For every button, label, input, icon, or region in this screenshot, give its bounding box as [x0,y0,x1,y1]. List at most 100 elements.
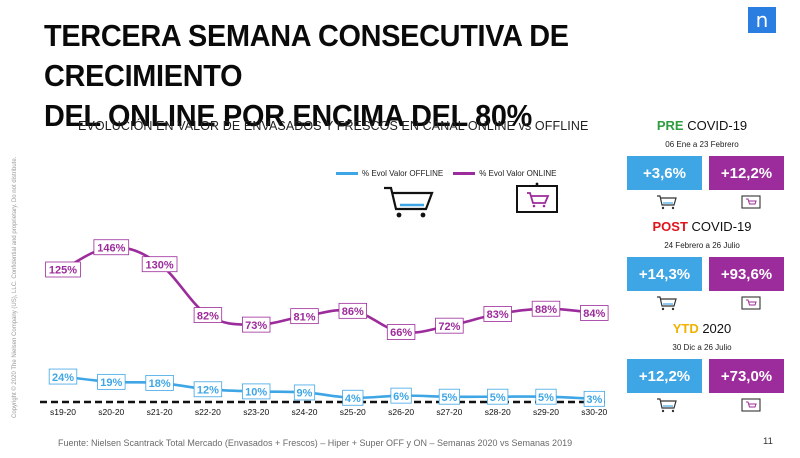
svg-text:9%: 9% [297,388,313,400]
svg-text:86%: 86% [342,306,364,318]
data-label-offline: 19% [97,373,126,390]
data-label-online: 86% [338,302,368,319]
data-label-offline: 12% [193,381,223,398]
source-note: Fuente: Nielsen Scantrack Total Mercado … [58,438,573,448]
panel-date-range: 06 Ene a 23 Febrero [665,140,739,149]
svg-text:81%: 81% [293,311,315,323]
legend-swatch-online [453,171,476,175]
data-label-offline: 5% [535,388,557,405]
data-label-online: 146% [93,239,130,256]
computer-cart-icon [516,182,558,213]
data-label-offline: 24% [48,368,78,385]
svg-text:6%: 6% [393,391,409,403]
svg-text:84%: 84% [583,308,605,320]
svg-text:125%: 125% [49,265,77,277]
slide-title-line1: TERCERA SEMANA CONSECUTIVA DE CRECIMIENT… [44,18,569,93]
panel-period-highlight: POST [652,219,688,234]
svg-text:130%: 130% [146,259,174,271]
panel-online-value: +12,2% [709,156,784,190]
svg-text:5%: 5% [490,392,506,404]
x-tick-label: s22-20 [195,407,221,417]
x-tick-label: s19-20 [50,407,76,417]
data-label-offline: 3% [583,390,605,407]
panel-period-title: POST COVID-19 [626,219,778,234]
panel-online-value: +93,6% [709,257,784,291]
data-label-offline: 18% [145,375,174,391]
data-label-online: 88% [531,300,561,317]
x-tick-label: s27-20 [436,407,462,417]
x-tick-label: s28-20 [485,407,511,417]
panel-period-label: 2020 [698,321,732,336]
data-label-online: 82% [193,307,223,323]
computer-cart-icon [741,195,761,209]
svg-text:82%: 82% [197,310,219,322]
shopping-cart-icon [384,186,434,218]
data-label-online: 84% [580,305,609,321]
panel-offline-value: +3,6% [627,156,702,190]
panel-period-highlight: PRE [656,118,684,133]
panel-period-label: COVID-19 [683,118,748,133]
svg-text:5%: 5% [538,392,554,404]
svg-text:146%: 146% [97,242,125,254]
data-label-online: 125% [45,261,81,278]
panel-offline-value: +14,3% [627,257,702,291]
svg-text:19%: 19% [100,377,122,389]
panel-date-range: 24 Febrero a 26 Julio [664,241,740,250]
x-tick-label: s20-20 [98,407,124,417]
svg-text:66%: 66% [390,327,412,339]
svg-text:10%: 10% [245,387,267,399]
data-label-offline: 5% [438,388,461,405]
legend-item-online: % Evol Valor ONLINE [453,169,556,178]
x-tick-label: s21-20 [147,407,173,417]
data-label-offline: 6% [390,387,412,404]
svg-text:18%: 18% [149,378,171,390]
x-tick-label: s30-20 [581,407,607,417]
data-label-online: 73% [241,316,271,333]
legend-item-offline: % Evol Valor OFFLINE [336,169,443,178]
x-tick-label: s25-20 [340,407,366,417]
x-tick-label: s24-20 [292,407,318,417]
data-label-offline: 4% [342,389,364,406]
svg-text:12%: 12% [197,384,219,396]
svg-text:83%: 83% [487,309,509,321]
svg-text:4%: 4% [345,393,361,405]
data-label-offline: 9% [293,384,316,401]
computer-cart-icon [741,296,761,310]
data-label-online: 81% [290,308,319,325]
panel-online-value: +73,0% [709,359,784,393]
x-tick-label: s23-20 [243,407,269,417]
slide-title-line2: DEL ONLINE POR ENCIMA DEL 80% [44,98,532,133]
panel-period-title: PRE COVID-19 [626,118,778,133]
chart-title: EVOLUCIÓN EN VALOR DE ENVASADOS Y FRESCO… [78,119,589,133]
x-tick-label: s29-20 [533,407,559,417]
shopping-cart-icon [657,195,677,210]
data-label-online: 66% [386,324,416,340]
svg-text:3%: 3% [586,394,602,406]
series-line-offline [62,375,595,401]
page-number: 11 [763,436,773,447]
panel-period-highlight: YTD [672,321,699,336]
x-tick-label: s26-20 [388,407,414,417]
computer-cart-icon [741,398,761,412]
svg-text:88%: 88% [535,304,557,316]
line-chart: 24% 19% 18% 12% 10% 9% 4% 6% 5% 5% 5% 3% 125% 146% 130… [40,239,609,417]
svg-text:72%: 72% [438,321,460,333]
legend-label-offline: % Evol Valor OFFLINE [362,168,444,178]
data-label-online: 130% [141,256,178,273]
legend-label-online: % Evol Valor ONLINE [479,168,557,178]
data-label-online: 72% [435,317,464,334]
data-label-offline: 10% [241,383,271,400]
panel-offline-value: +12,2% [627,359,702,393]
legend-swatch-offline [336,171,358,175]
panel-period-label: COVID-19 [687,219,752,234]
svg-text:5%: 5% [441,392,457,404]
panel-date-range: 30 Dic a 26 Julio [672,343,732,352]
chart-legend: % Evol Valor OFFLINE % Evol Valor ONLINE [336,166,556,180]
nielsen-logo: n [746,5,778,35]
logo-glyph: n [755,8,769,32]
data-label-online: 83% [483,306,512,322]
slide-title: TERCERA SEMANA CONSECUTIVA DE CRECIMIENT… [44,16,714,136]
shopping-cart-icon [657,398,677,413]
panel-period-title: YTD 2020 [626,321,778,336]
svg-text:73%: 73% [245,320,267,332]
